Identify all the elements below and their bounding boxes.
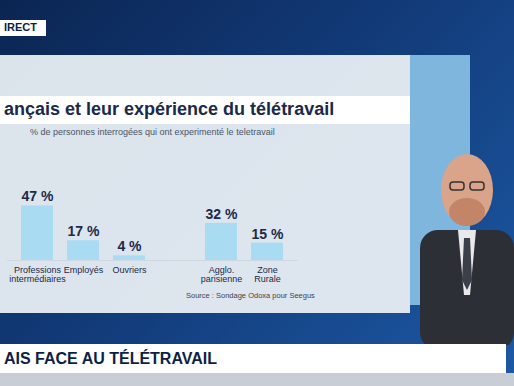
- svg-text:Employés: Employés: [64, 265, 104, 275]
- html-text:ançais et leur expérience du t: ançais et leur expérience du télétravail: [4, 99, 335, 119]
- svg-text:15 %: 15 %: [252, 226, 284, 242]
- svg-text:ZoneRurale: ZoneRurale: [254, 265, 281, 284]
- svg-text:4 %: 4 %: [117, 238, 142, 254]
- html-text:Source : Sondage Odoxa pour Se: Source : Sondage Odoxa pour Seegus: [186, 291, 315, 300]
- svg-text:Ouvriers: Ouvriers: [112, 265, 147, 275]
- html-text:AIS FACE AU TÉLÉTRAVAIL: AIS FACE AU TÉLÉTRAVAIL: [4, 350, 217, 367]
- html-text:IRECT: IRECT: [4, 21, 37, 33]
- svg-text:17 %: 17 %: [68, 223, 100, 239]
- svg-text:Professionsintermédiaires: Professionsintermédiaires: [9, 265, 66, 284]
- svg-text:47 %: 47 %: [22, 188, 54, 204]
- svg-text:32 %: 32 %: [206, 206, 238, 222]
- svg-text:Agglo.parisienne: Agglo.parisienne: [201, 265, 243, 284]
- html-text:% de personnes interrogées qui: % de personnes interrogées qui ont exper…: [30, 127, 275, 137]
